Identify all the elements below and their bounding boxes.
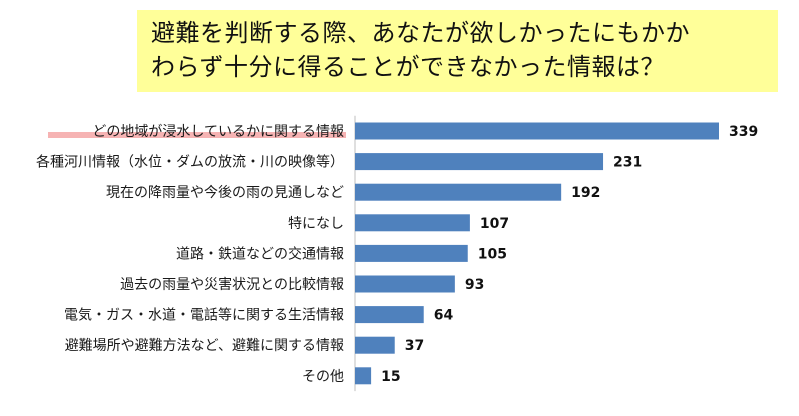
- category-label: 避難場所や避難方法など、避難に関する情報: [65, 338, 344, 354]
- value-label: 105: [478, 246, 507, 262]
- category-label: その他: [302, 369, 344, 385]
- chart-title-line-1: 避難を判断する際、あなたが欲しかったにもかか: [151, 19, 690, 47]
- bar: [355, 153, 604, 171]
- bar: [355, 367, 372, 385]
- value-label: 339: [729, 124, 758, 140]
- bar: [355, 214, 470, 232]
- bar: [355, 336, 395, 354]
- bar: [355, 244, 468, 262]
- value-label: 192: [571, 185, 600, 201]
- bar: [355, 183, 562, 201]
- category-label: 電気・ガス・水道・電話等に関する生活情報: [64, 307, 344, 324]
- value-label: 107: [480, 216, 509, 232]
- category-label: 特になし: [288, 216, 344, 232]
- value-label: 64: [434, 308, 454, 324]
- category-label: 各種河川情報（水位・ダムの放流・川の映像等）: [36, 154, 344, 171]
- bar: [355, 122, 719, 140]
- category-label: 道路・鉄道などの交通情報: [176, 245, 344, 262]
- chart-title: 避難を判断する際、あなたが欲しかったにもかか わらず十分に得ることができなかった…: [137, 10, 778, 92]
- value-label: 37: [405, 338, 424, 354]
- category-highlight: [48, 132, 346, 138]
- category-label: 過去の雨量や災害状況との比較情報: [120, 277, 344, 293]
- bar: [355, 275, 455, 293]
- chart-title-line-2: わらず十分に得ることができなかった情報は？: [151, 53, 666, 81]
- category-label: どの地域が浸水しているかに関する情報: [92, 124, 344, 140]
- value-label: 15: [381, 369, 400, 385]
- value-label: 231: [613, 155, 642, 171]
- category-label: 現在の降雨量や今後の雨の見通しなど: [106, 185, 344, 201]
- bar: [355, 306, 424, 324]
- value-label: 93: [465, 277, 484, 293]
